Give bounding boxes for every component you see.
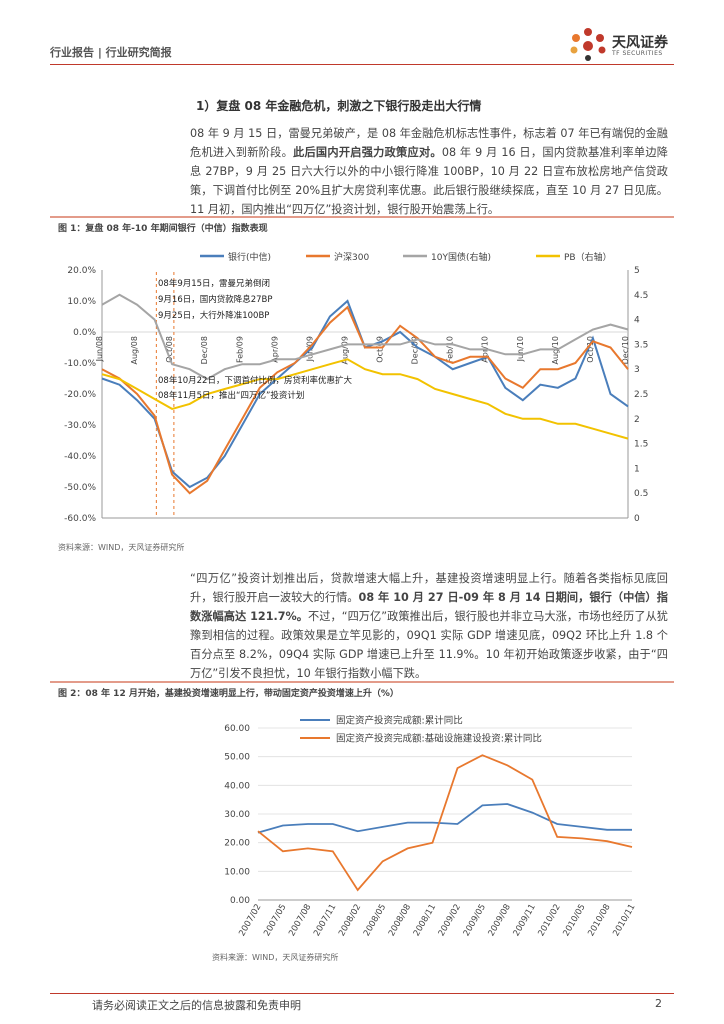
x-tick: Feb/10 [446, 336, 455, 363]
header-divider [50, 64, 674, 65]
y-tick-left: -50.0% [64, 483, 96, 493]
series-line-3 [101, 293, 629, 381]
x-tick: 2010/08 [586, 903, 612, 939]
y-tick-right: 1.5 [634, 440, 648, 450]
x-tick: 2008/08 [387, 903, 413, 939]
chart-annotation: 9月25日，大行外降准100BP [158, 310, 269, 321]
legend-label: 银行(中信) [228, 251, 271, 263]
brand-logo-icon [570, 28, 606, 61]
y-tick-right: 5 [634, 266, 640, 276]
y-tick-right: 2 [634, 415, 640, 425]
y-tick-left: -40.0% [64, 452, 96, 462]
chart-annotation: 08年11月5日，推出“四万亿”投资计划 [158, 390, 304, 401]
chart-annotation: 08年9月15日，雷曼兄弟倒闭 [158, 278, 270, 289]
footer-disclaimer: 请务必阅读正文之后的信息披露和免责申明 [92, 999, 301, 1012]
y-tick: 20.00 [224, 839, 250, 849]
x-tick: 2010/05 [561, 903, 587, 939]
figure-1-bar [50, 216, 674, 218]
x-tick: Oct/10 [586, 336, 595, 363]
series-line-1 [257, 803, 632, 834]
y-tick-left: -20.0% [64, 390, 96, 400]
x-tick: Oct/08 [165, 336, 174, 363]
y-tick-right: 0.5 [634, 489, 648, 499]
figure-1-source: 资料来源：WIND，天风证券研究所 [58, 543, 185, 552]
figure-1-chart: 20.0% 10.0% 0.0% -10.0% -20.0% -30.0% -40.0% -5… [64, 251, 648, 524]
y-tick-left: -30.0% [64, 421, 96, 431]
brand-name-en: TF SECURITIES [612, 50, 663, 57]
y-tick-right: 4 [634, 316, 640, 326]
x-tick: Aug/09 [340, 336, 349, 365]
x-tick: Jun/08 [95, 336, 104, 362]
x-tick: Dec/09 [411, 336, 420, 364]
figure-2-title: 图 2：08 年 12 月开始，基建投资增速明显上行，带动固定资产投资增速上升（… [58, 689, 399, 699]
x-tick: 2010/11 [611, 903, 637, 939]
x-tick: 2007/05 [262, 903, 288, 939]
paragraph-1-bold: 此后国内开启强力政策应对。 [293, 146, 442, 159]
x-tick: Apr/09 [270, 336, 279, 363]
y-tick-right: 3 [634, 365, 640, 375]
paragraph-2-bold: 08 年 10 月 27 日-09 年 8 月 14 日期间，银行（中信）指数涨… [190, 591, 668, 623]
x-tick: 2009/08 [487, 903, 513, 939]
y-tick-left: 20.0% [67, 266, 96, 276]
y-tick-right: 4.5 [634, 291, 648, 301]
y-tick-left: 10.0% [67, 297, 96, 307]
section-title: 1）复盘 08 年金融危机，刺激之下银行股走出大行情 [196, 99, 482, 113]
y-tick: 40.00 [224, 781, 250, 791]
y-tick: 60.00 [224, 724, 250, 734]
x-tick: 2008/02 [337, 903, 363, 939]
x-tick: 2009/11 [512, 903, 538, 939]
x-tick: Feb/09 [235, 336, 244, 363]
x-tick: 2008/05 [362, 903, 388, 939]
chart-annotation: 9月16日，国内贷款降息27BP [158, 294, 273, 305]
paragraph-1: 08 年 9 月 15 日，雷曼兄弟破产，是 08 年金融危机标志性事件，标志着… [190, 124, 668, 219]
y-tick-left: -10.0% [64, 359, 96, 369]
footer-divider [50, 993, 674, 994]
x-tick: Oct/09 [376, 336, 385, 363]
x-tick: 2007/11 [312, 903, 338, 939]
legend-label: 固定资产投资完成额:基础设施建设投资:累计同比 [336, 733, 542, 745]
x-tick: 2008/11 [412, 903, 438, 939]
x-tick: Jun/10 [516, 336, 525, 362]
y-tick-right: 0 [634, 514, 640, 524]
figure-2-chart: 60.0050.0040.0030.0020.0010.000.002007/0… [224, 715, 637, 939]
paragraph-1-text-a: 08 年 9 月 15 日，雷曼兄弟破产，是 08 年金融危机标志性事件，标志着… [190, 127, 668, 159]
x-tick: 2007/02 [237, 903, 263, 939]
x-tick: Dec/10 [621, 336, 630, 364]
x-tick: 2009/05 [462, 903, 488, 939]
x-tick: Aug/08 [130, 336, 139, 365]
paragraph-2-text-b: 不过，“四万亿”政策推出后，银行股也并非立马大涨，市场也经历了从犹豫到相信的过程… [190, 610, 668, 680]
series-line-2 [101, 305, 629, 495]
y-tick: 0.00 [230, 896, 250, 906]
y-tick-left: 0.0% [73, 328, 96, 338]
paragraph-2-text-a: “四万亿”投资计划推出后，贷款增速大幅上升，基建投资增速明显上行。随着各类指标见… [190, 572, 668, 604]
figure-2-source: 资料来源：WIND，天风证券研究所 [212, 953, 339, 962]
report-category: 行业报告 | 行业研究简报 [50, 46, 172, 59]
y-tick: 50.00 [224, 753, 250, 763]
y-tick: 10.00 [224, 867, 250, 877]
series-line-4 [101, 358, 629, 440]
legend-label: 沪深300 [334, 251, 369, 263]
brand-name: 天风证券 [612, 35, 668, 51]
legend-label: 固定资产投资完成额:累计同比 [336, 715, 463, 727]
series-line-2 [257, 754, 633, 892]
legend-label: PB（右轴） [564, 251, 612, 263]
y-tick-right: 2.5 [634, 390, 648, 400]
x-tick: 2010/02 [536, 903, 562, 939]
figure-1-title: 图 1：复盘 08 年-10 年期间银行（中信）指数表现 [58, 224, 268, 234]
paragraph-1-text-b: 08 年 9 月 16 日，国内贷款基准利率单边降息 27BP，9 月 25 日… [190, 146, 668, 216]
x-tick: 2009/02 [437, 903, 463, 939]
figure-2-bar [50, 681, 674, 683]
paragraph-2: “四万亿”投资计划推出后，贷款增速大幅上升，基建投资增速明显上行。随着各类指标见… [190, 569, 668, 683]
legend-label: 10Y国债(右轴) [431, 251, 491, 263]
y-tick-left: -60.0% [64, 514, 96, 524]
y-tick: 30.00 [224, 810, 250, 820]
chart-annotation: 08年10月22日，下调首付比例，房贷利率优惠扩大 [158, 375, 352, 386]
x-tick: Dec/08 [200, 336, 209, 364]
y-tick-right: 3.5 [634, 340, 648, 350]
page-number: 2 [655, 997, 662, 1010]
x-tick: 2007/08 [287, 903, 313, 939]
y-tick-right: 1 [634, 464, 640, 474]
